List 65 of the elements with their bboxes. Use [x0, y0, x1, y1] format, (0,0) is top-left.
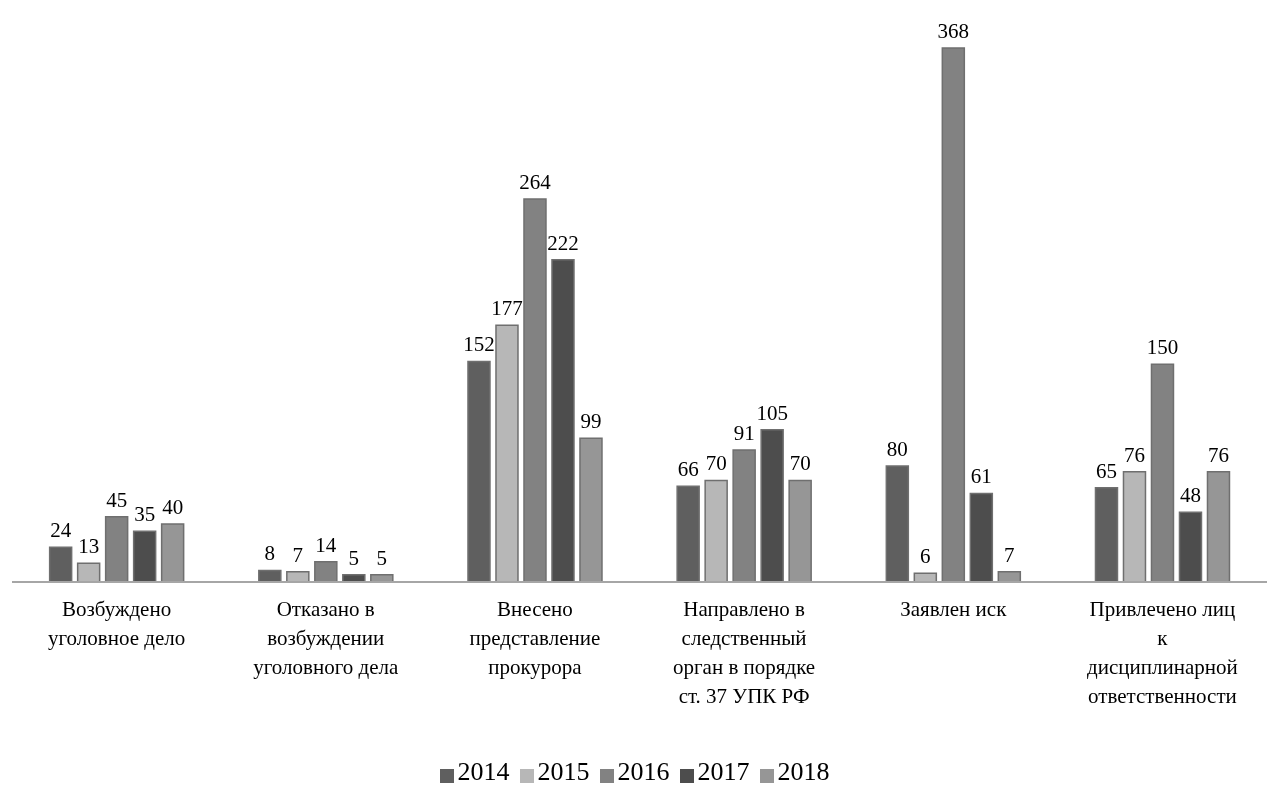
bar — [704, 479, 728, 583]
bar — [314, 560, 338, 583]
bar — [160, 523, 185, 583]
bar — [48, 546, 73, 583]
bar — [885, 465, 910, 583]
bar — [941, 47, 966, 583]
data-label: 222 — [547, 230, 579, 255]
bar — [969, 492, 994, 583]
legend-label: 2016 — [617, 757, 670, 786]
data-label: 105 — [756, 400, 788, 425]
legend-label: 2018 — [777, 757, 830, 786]
bar — [132, 530, 157, 583]
data-label: 70 — [705, 451, 727, 476]
data-label: 150 — [1146, 335, 1179, 360]
data-label: 24 — [50, 518, 72, 543]
data-label: 177 — [491, 296, 523, 321]
data-label: 14 — [315, 532, 337, 557]
data-label: 5 — [348, 545, 360, 570]
x-tick-label: Отказано в возбуждении уголовного дела — [253, 597, 399, 679]
data-label: 264 — [519, 169, 552, 194]
data-label: 80 — [886, 436, 908, 461]
bar — [495, 324, 519, 583]
data-label: 152 — [463, 332, 495, 357]
data-label: 66 — [677, 457, 699, 482]
bar — [1178, 511, 1203, 583]
bar — [1206, 470, 1231, 583]
data-label: 40 — [162, 494, 184, 519]
data-label: 6 — [920, 544, 931, 569]
data-label: 76 — [1207, 442, 1229, 467]
data-label: 76 — [1123, 442, 1145, 467]
data-label: 65 — [1095, 458, 1117, 483]
bar — [1150, 363, 1175, 583]
bar — [1122, 470, 1147, 583]
bar — [76, 562, 101, 583]
data-label: 91 — [733, 420, 755, 445]
bar — [551, 259, 575, 583]
bar — [104, 515, 129, 583]
bar — [732, 449, 756, 583]
data-label: 45 — [106, 487, 128, 512]
data-label: 5 — [376, 545, 388, 570]
bar — [467, 360, 491, 583]
data-label: 48 — [1179, 483, 1201, 508]
data-label: 61 — [970, 464, 992, 489]
data-label: 70 — [789, 451, 811, 476]
legend-label: 2017 — [697, 757, 750, 786]
bar — [523, 198, 547, 583]
x-tick-label: Возбуждено уголовное дело — [47, 597, 186, 650]
bar — [760, 428, 784, 583]
legend-label: 2015 — [537, 757, 590, 786]
bar — [788, 479, 812, 583]
data-label: 35 — [134, 502, 156, 527]
data-label: 8 — [264, 541, 276, 566]
data-label: 99 — [580, 409, 602, 434]
data-label: 368 — [937, 19, 970, 43]
data-label: 7 — [292, 542, 304, 567]
legend-label: 2014 — [457, 757, 510, 786]
x-tick-label: Внесено представление прокурора — [469, 597, 601, 679]
bar — [579, 437, 603, 583]
data-label: 13 — [78, 534, 100, 559]
x-tick-label: Направлено в следственный орган в порядке ст. 37 УПК РФ — [673, 597, 816, 708]
data-label: 7 — [1004, 542, 1015, 567]
x-tick-label: Привлечено лиц к дисциплинарной ответственности — [1087, 597, 1238, 708]
x-tick-label: Заявлен иск — [900, 597, 1008, 621]
bar — [1094, 486, 1119, 583]
bar — [676, 485, 700, 583]
